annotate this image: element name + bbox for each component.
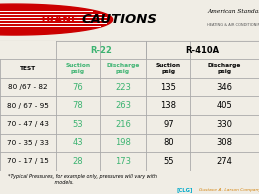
Text: 173: 173 <box>115 157 131 166</box>
Text: 135: 135 <box>160 83 176 92</box>
Polygon shape <box>0 4 113 35</box>
Text: 43: 43 <box>72 138 83 147</box>
Text: Suction
psig: Suction psig <box>65 63 90 74</box>
Text: 223: 223 <box>115 83 131 92</box>
Text: Discharge
psig: Discharge psig <box>106 63 140 74</box>
Text: Suction
psig: Suction psig <box>156 63 181 74</box>
Text: 53: 53 <box>72 120 83 129</box>
Text: HEATING & AIR CONDITIONING: HEATING & AIR CONDITIONING <box>207 23 259 27</box>
Text: TRANE: TRANE <box>40 15 79 25</box>
Text: American Standard: American Standard <box>207 9 259 14</box>
Text: R-410A: R-410A <box>186 46 220 55</box>
Text: [CLG]: [CLG] <box>176 187 193 192</box>
Text: TEST: TEST <box>20 66 36 71</box>
Text: 80 /67 - 82: 80 /67 - 82 <box>8 84 48 90</box>
Text: 76: 76 <box>72 83 83 92</box>
Text: 405: 405 <box>217 101 233 110</box>
Text: 80 / 67 - 95: 80 / 67 - 95 <box>7 103 49 109</box>
Text: R-22: R-22 <box>90 46 112 55</box>
Text: 70 - 35 / 33: 70 - 35 / 33 <box>7 140 49 146</box>
Text: 28: 28 <box>72 157 83 166</box>
Text: Gustave A. Larson Company: Gustave A. Larson Company <box>199 188 259 192</box>
Text: 308: 308 <box>217 138 233 147</box>
Text: 70 - 17 / 15: 70 - 17 / 15 <box>7 158 49 165</box>
Text: Discharge
psig: Discharge psig <box>208 63 241 74</box>
Text: 55: 55 <box>163 157 174 166</box>
Text: CAUTIONS: CAUTIONS <box>81 13 157 26</box>
Text: 263: 263 <box>115 101 131 110</box>
Text: 80: 80 <box>163 138 174 147</box>
Text: 198: 198 <box>115 138 131 147</box>
Text: 97: 97 <box>163 120 174 129</box>
Text: 78: 78 <box>72 101 83 110</box>
Text: 138: 138 <box>160 101 176 110</box>
Text: 330: 330 <box>217 120 233 129</box>
Text: *Typical Pressures, for example only, pressures will vary with
                 : *Typical Pressures, for example only, pr… <box>8 174 157 185</box>
Text: 216: 216 <box>115 120 131 129</box>
Text: 70 - 47 / 43: 70 - 47 / 43 <box>7 121 49 127</box>
Text: 346: 346 <box>217 83 233 92</box>
Text: 274: 274 <box>217 157 233 166</box>
